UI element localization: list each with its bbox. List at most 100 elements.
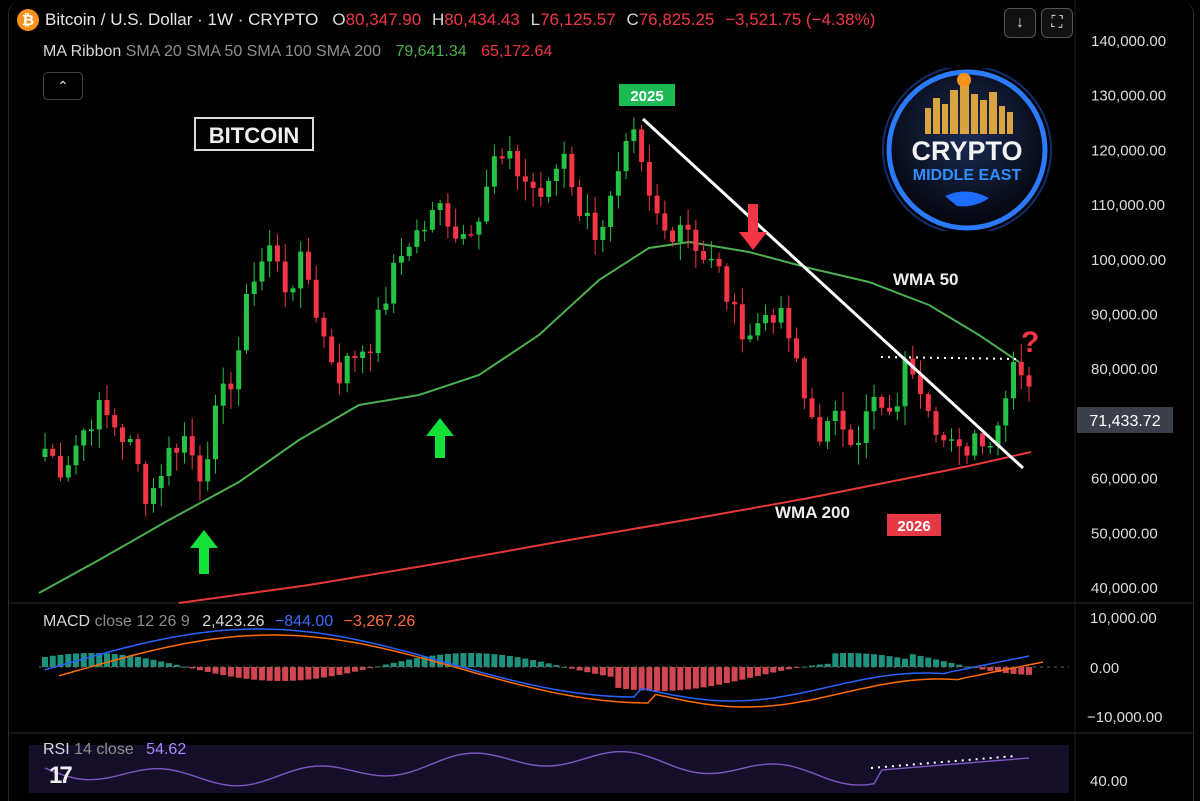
symbol-title[interactable]: Bitcoin / U.S. Dollar · 1W · CRYPTO	[45, 10, 319, 29]
candle-body	[453, 226, 459, 239]
macd-histogram-bar	[832, 653, 839, 667]
candle-body	[135, 438, 141, 465]
candle-body	[763, 315, 769, 324]
macd-params: close 12 26 9	[94, 613, 190, 630]
macd-histogram-bar	[871, 654, 878, 667]
candle-body	[181, 436, 187, 453]
close-key: C	[626, 10, 639, 29]
candle-body	[251, 281, 257, 295]
candle-body	[825, 421, 831, 442]
candle-body	[809, 398, 815, 418]
macd-histogram-bar	[204, 667, 211, 672]
macd-histogram-bar	[816, 664, 823, 667]
price-chart[interactable]: BITCOIN 2025 2026 WMA 50 WMA 200 ? 140,0…	[9, 0, 1193, 801]
macd-histogram-bar	[150, 659, 157, 667]
chart-window: ₿ Bitcoin / U.S. Dollar · 1W · CRYPTO O8…	[8, 0, 1194, 801]
wma200-line	[178, 451, 1032, 604]
logo-subtitle: MIDDLE EAST	[913, 167, 1022, 184]
macd-histogram-bar	[142, 658, 149, 667]
download-icon[interactable]: ↓	[1004, 8, 1036, 38]
macd-histogram-bar	[623, 667, 630, 689]
candle-body	[243, 294, 249, 351]
candle-body	[569, 153, 575, 188]
candle-body	[902, 358, 908, 407]
rsi-dotted-line	[870, 755, 1016, 769]
candle-body	[871, 396, 877, 412]
candle-body	[631, 129, 637, 142]
candle-body	[267, 245, 273, 262]
candle-body	[786, 308, 792, 339]
macd-histogram-bar	[88, 653, 95, 667]
candle-body	[1018, 361, 1024, 376]
macd-histogram-bar	[103, 653, 110, 667]
macd-histogram-bar	[716, 667, 723, 685]
price-axis-tick: 110,000.00	[1091, 197, 1165, 214]
macd-histogram-bar	[824, 663, 831, 667]
macd-histogram-bar	[499, 654, 506, 667]
macd-histogram-bar	[80, 653, 87, 667]
candle-body	[220, 383, 226, 406]
macd-histogram-bar	[390, 662, 397, 667]
macd-axis-tick: −10,000.00	[1087, 709, 1163, 726]
candle-body	[50, 448, 56, 456]
price-axis-tick: 130,000.00	[1091, 88, 1166, 105]
rsi-value: 54.62	[146, 741, 187, 758]
downtrend-line[interactable]	[641, 117, 1025, 470]
macd-histogram-bar	[506, 655, 513, 667]
candle-body	[81, 430, 87, 446]
current-price-value: 71,433.72	[1089, 413, 1160, 430]
ohlc-values: O80,347.90 H80,434.43 L76,125.57 C76,825…	[332, 10, 881, 30]
macd-histogram-bar	[444, 653, 451, 667]
macd-histogram-bar	[1010, 667, 1017, 674]
candle-body	[918, 374, 924, 395]
candle-body	[995, 425, 1001, 446]
macd-histogram-bar	[584, 667, 591, 673]
rsi-legend[interactable]: RSI 14 close 54.62	[43, 741, 186, 759]
macd-histogram-bar	[367, 667, 374, 669]
candle-body	[205, 459, 211, 482]
candle-body	[158, 475, 164, 489]
candle-body	[143, 464, 149, 504]
macd-histogram-bar	[785, 667, 792, 670]
candle-body	[360, 351, 366, 359]
candle-body	[437, 203, 443, 210]
high-key: H	[431, 10, 445, 29]
macd-histogram-bar	[220, 667, 227, 676]
macd-legend[interactable]: MACD close 12 26 9 2,423.26 −844.00 −3,2…	[43, 613, 415, 631]
macd-histogram-bar	[320, 667, 327, 678]
ma-ribbon-legend[interactable]: MA Ribbon SMA 20 SMA 50 SMA 100 SMA 200 …	[43, 43, 552, 61]
macd-histogram-bar	[638, 667, 645, 691]
fullscreen-icon[interactable]: ⛶	[1041, 8, 1073, 38]
candle-body	[96, 399, 102, 430]
candle-body	[980, 433, 986, 447]
candle-body	[949, 439, 955, 441]
macd-histogram-bar	[700, 667, 707, 688]
macd-histogram-bar	[979, 667, 986, 670]
macd-histogram-bar	[297, 667, 304, 681]
candle-body	[476, 221, 482, 235]
price-axis[interactable]: 140,000.00 130,000.00 120,000.00 110,000.00…	[1091, 33, 1166, 597]
candle-body	[670, 230, 676, 242]
candle-body	[119, 427, 125, 443]
candle-body	[801, 358, 807, 399]
price-axis-tick: 60,000.00	[1091, 471, 1158, 488]
macd-histogram-bar	[933, 659, 940, 667]
macd-histogram-bar	[747, 667, 754, 678]
candle-body	[724, 266, 730, 302]
macd-histogram-bar	[630, 667, 637, 690]
macd-histogram-bar	[165, 663, 172, 667]
green-arrow-up-icon	[190, 530, 218, 574]
macd-histogram-bar	[212, 667, 219, 674]
crypto-middle-east-logo: CRYPTO MIDDLE EAST	[875, 65, 1060, 235]
macd-histogram-bar	[359, 667, 366, 670]
candle-body	[468, 234, 474, 236]
macd-histogram-bar	[491, 654, 498, 667]
candle-body	[1003, 398, 1009, 426]
collapse-legend-button[interactable]: ⌃	[43, 72, 83, 100]
macd-histogram-bar	[452, 653, 459, 667]
macd-histogram-bar	[576, 667, 583, 671]
candle-body	[460, 234, 466, 239]
macd-histogram-bar	[731, 667, 738, 682]
candle-body	[538, 187, 544, 197]
candle-body	[305, 251, 311, 280]
